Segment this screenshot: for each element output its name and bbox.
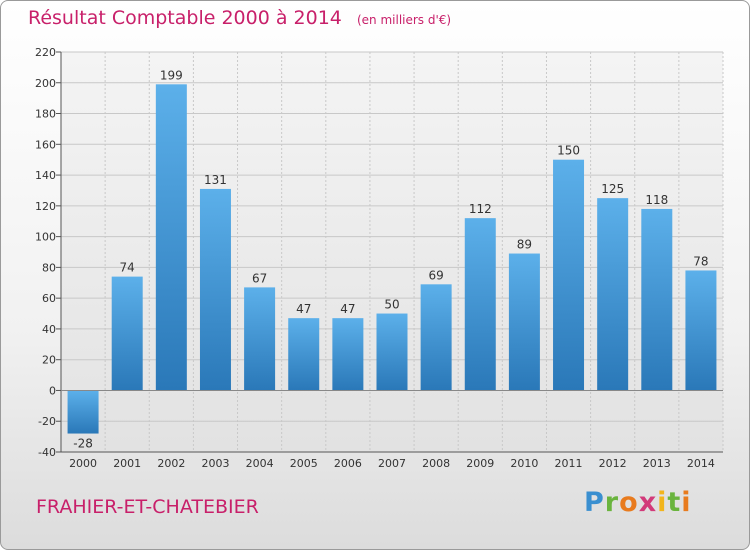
data-label-2002: 199 <box>160 68 183 82</box>
x-tick-label: 2010 <box>510 457 538 470</box>
y-tick-label: -20 <box>38 415 56 428</box>
y-tick-label: 160 <box>35 138 56 151</box>
data-label-2009: 112 <box>469 202 492 216</box>
bar-2012 <box>597 198 629 391</box>
data-label-2011: 150 <box>557 144 580 158</box>
x-tick-label: 2009 <box>466 457 494 470</box>
x-tick-label: 2011 <box>555 457 583 470</box>
proxiti-logo[interactable]: Proxiti <box>584 487 692 518</box>
x-tick-label: 2005 <box>290 457 318 470</box>
data-label-2010: 89 <box>517 238 532 252</box>
chart-unit-note: (en milliers d'€) <box>356 13 452 27</box>
y-tick-label: 120 <box>35 200 56 213</box>
y-tick-label: 20 <box>42 354 56 367</box>
y-tick-label: 80 <box>42 261 56 274</box>
x-tick-label: 2012 <box>599 457 627 470</box>
bar-2001 <box>111 276 143 391</box>
data-label-2003: 131 <box>204 173 227 187</box>
y-tick-label: 60 <box>42 292 56 305</box>
x-tick-label: 2006 <box>334 457 362 470</box>
y-tick-label: 0 <box>49 384 56 397</box>
x-tick-label: 2008 <box>422 457 450 470</box>
data-label-2004: 67 <box>252 271 267 285</box>
data-label-2007: 50 <box>384 298 399 312</box>
data-label-2000: -28 <box>73 437 93 451</box>
y-tick-label: 180 <box>35 108 56 121</box>
x-tick-label: 2001 <box>113 457 141 470</box>
commune-name: FRAHIER-ET-CHATEBIER <box>36 496 259 518</box>
bar-2008 <box>420 284 452 391</box>
bar-2014 <box>685 270 717 391</box>
x-tick-label: 2002 <box>157 457 185 470</box>
y-tick-label: 140 <box>35 169 56 182</box>
bar-2004 <box>244 287 276 391</box>
bar-2013 <box>641 208 673 391</box>
bar-2005 <box>288 318 320 391</box>
bar-2007 <box>376 313 408 391</box>
bar-2000 <box>67 390 99 434</box>
bar-2010 <box>508 253 540 391</box>
data-label-2012: 125 <box>601 182 624 196</box>
y-tick-label: 40 <box>42 323 56 336</box>
bar-2002 <box>155 84 187 391</box>
data-label-2005: 47 <box>296 302 311 316</box>
data-label-2014: 78 <box>693 254 708 268</box>
bar-2009 <box>464 218 496 391</box>
bar-2003 <box>199 188 231 391</box>
bar-2011 <box>553 159 585 391</box>
data-label-2008: 69 <box>428 268 443 282</box>
x-tick-label: 2007 <box>378 457 406 470</box>
data-label-2013: 118 <box>645 193 668 207</box>
y-tick-label: -40 <box>38 446 56 459</box>
x-tick-label: 2000 <box>69 457 97 470</box>
data-label-2006: 47 <box>340 302 355 316</box>
chart-title-block: Résultat Comptable 2000 à 2014 (en milli… <box>28 7 451 29</box>
data-label-2001: 74 <box>120 261 135 275</box>
x-tick-label: 2004 <box>246 457 274 470</box>
y-tick-label: 200 <box>35 77 56 90</box>
x-tick-label: 2003 <box>201 457 229 470</box>
chart-title: Résultat Comptable 2000 à 2014 <box>28 7 342 29</box>
y-tick-label: 220 <box>35 46 56 59</box>
x-tick-label: 2013 <box>643 457 671 470</box>
x-tick-label: 2014 <box>687 457 715 470</box>
y-tick-label: 100 <box>35 231 56 244</box>
bar-2006 <box>332 318 364 391</box>
